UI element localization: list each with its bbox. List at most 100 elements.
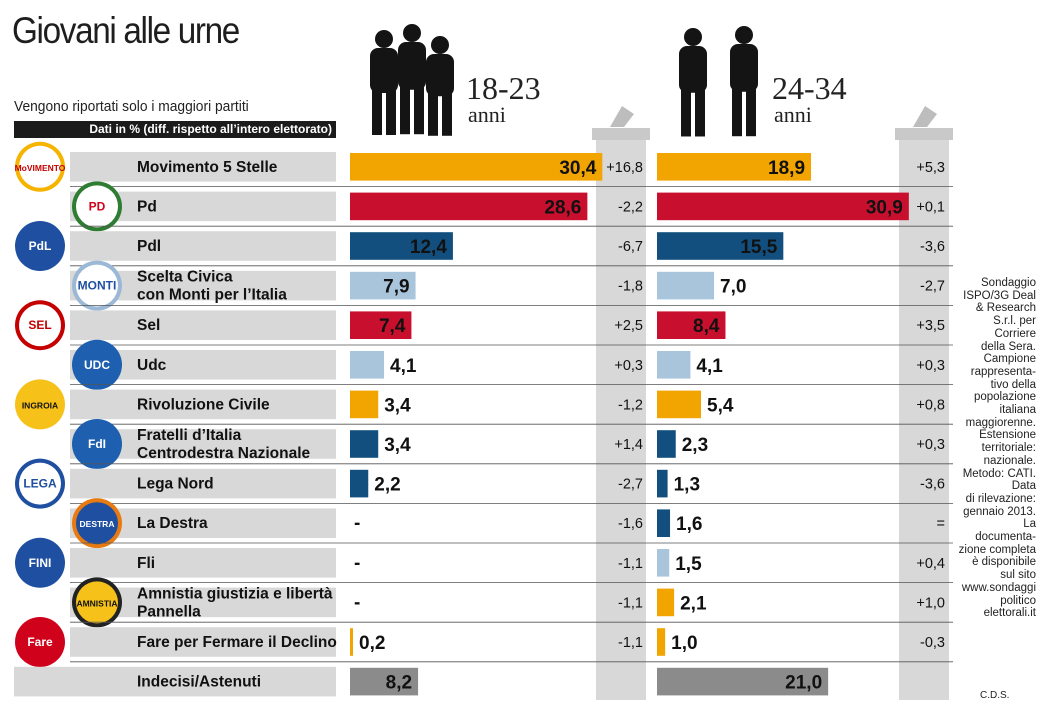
bar (657, 271, 715, 300)
data-label: 1,3 (674, 475, 700, 496)
silhouette-torso (730, 44, 758, 92)
methodology-line: Campione (983, 353, 1036, 366)
silhouette-torso (679, 46, 707, 93)
party-logo-icon: FdI (72, 419, 122, 469)
party-logo-text: UDC (84, 358, 110, 372)
bar (350, 667, 419, 696)
party-logo-text: FdI (88, 437, 106, 451)
diff-label: -2,7 (618, 477, 643, 493)
silhouette-leg (400, 86, 410, 135)
diff-column-bg (899, 140, 949, 700)
category-label: con Monti per l’Italia (137, 287, 287, 304)
methodology-line: zione completa (958, 543, 1036, 556)
methodology-note: Sondaggio ISPO/3G Deal & Research S.r.l. pe… (954, 277, 1036, 620)
party-logo-text: Fare (27, 635, 53, 649)
data-label: 4,1 (696, 356, 723, 377)
party-logo-text: FINI (29, 556, 52, 570)
people-silhouette-icon (679, 28, 707, 137)
diff-label: -0,3 (920, 635, 945, 651)
party-logo-text: SEL (28, 318, 51, 332)
bar (657, 549, 670, 577)
methodology-line: Estensione (979, 429, 1036, 442)
diff-label: +0,3 (916, 358, 945, 374)
silhouette-leg (681, 89, 691, 137)
methodology-line: elettorali.it (983, 607, 1036, 620)
category-label: Udc (137, 357, 167, 374)
bar (657, 469, 668, 498)
methodology-line: nazionale. (983, 454, 1036, 467)
diff-label: -2,2 (618, 199, 643, 215)
bar (350, 271, 416, 300)
methodology-line: italiana (999, 404, 1036, 417)
category-label: Sel (137, 317, 160, 334)
party-logo-face (19, 225, 61, 267)
bar (657, 192, 909, 221)
diff-label: -3,6 (920, 477, 945, 493)
bar (350, 628, 353, 656)
data-label: 21,0 (785, 673, 822, 694)
category-label: Fare per Fermare il Declino (137, 634, 337, 651)
data-label: 3,4 (384, 435, 411, 456)
ballot-box-icon (895, 106, 953, 140)
bar (350, 192, 588, 221)
diff-label: +5,3 (916, 160, 945, 176)
age-group-label-2: 24-34 (772, 70, 847, 106)
party-logo-icon: UDC (72, 339, 122, 390)
data-label: 1,6 (676, 514, 702, 535)
party-logo-icon: SEL (15, 300, 65, 351)
data-label: 30,9 (866, 197, 903, 218)
methodology-line: popolazione (973, 391, 1036, 404)
methodology-line: sul sito (1000, 569, 1036, 582)
diff-label: -1,8 (618, 279, 643, 295)
data-label: 8,2 (386, 673, 412, 694)
data-label: 18,9 (768, 158, 805, 179)
data-label: 0,2 (359, 633, 385, 654)
party-logo-face (19, 145, 61, 188)
people-silhouette-icon (370, 30, 398, 135)
data-label: 7,0 (720, 277, 746, 298)
party-logo-text: PD (89, 199, 106, 213)
silhouette-head (735, 26, 753, 44)
data-label: 15,5 (740, 237, 777, 258)
methodology-line: Metodo: CATI. (962, 467, 1036, 480)
data-label: 2,2 (374, 475, 400, 496)
party-logo-face (19, 462, 61, 505)
bar (350, 153, 603, 181)
methodology-line: rappresenta- (970, 365, 1036, 378)
bar (350, 390, 379, 419)
methodology-line: gennaio 2013. (963, 505, 1036, 518)
diff-label: -1,1 (618, 556, 643, 572)
data-label: 1,5 (675, 554, 702, 575)
row-label-band (70, 389, 336, 420)
methodology-line: maggiorenne. (965, 416, 1036, 429)
ballot-card (913, 106, 937, 127)
party-logo-face (19, 383, 61, 426)
methodology-line: La (1023, 518, 1036, 531)
party-logo-face (19, 541, 61, 584)
party-logo-icon: AMNISTIA (72, 577, 122, 628)
category-label: La Destra (137, 515, 208, 532)
data-label: 2,1 (680, 593, 707, 614)
diff-label: -6,7 (618, 239, 643, 255)
party-logo-text: AMNISTIA (76, 598, 117, 608)
diff-label: +1,0 (916, 595, 945, 611)
diff-label: +0,1 (916, 199, 945, 215)
silhouette-head (431, 36, 449, 54)
silhouette-torso (426, 54, 454, 97)
diff-column-bg (596, 140, 646, 700)
data-label: 1,0 (671, 633, 697, 654)
party-logo-icon: MoVIMENTO (15, 141, 66, 192)
party-logo-icon: INGROIA (15, 379, 65, 430)
party-logo-face (76, 185, 118, 228)
category-label: Centrodestra Nazionale (137, 445, 311, 462)
party-logo-text: LEGA (23, 477, 57, 491)
party-logo-face (76, 502, 118, 545)
methodology-line: Sondaggio (981, 277, 1036, 289)
category-label: Amnistia giustizia e libertà (137, 585, 333, 602)
data-label: 3,4 (384, 395, 411, 416)
diff-label: +0,3 (916, 437, 945, 453)
row-label-band (70, 627, 336, 657)
data-label: 30,4 (559, 158, 596, 179)
silhouette-leg (746, 88, 756, 137)
